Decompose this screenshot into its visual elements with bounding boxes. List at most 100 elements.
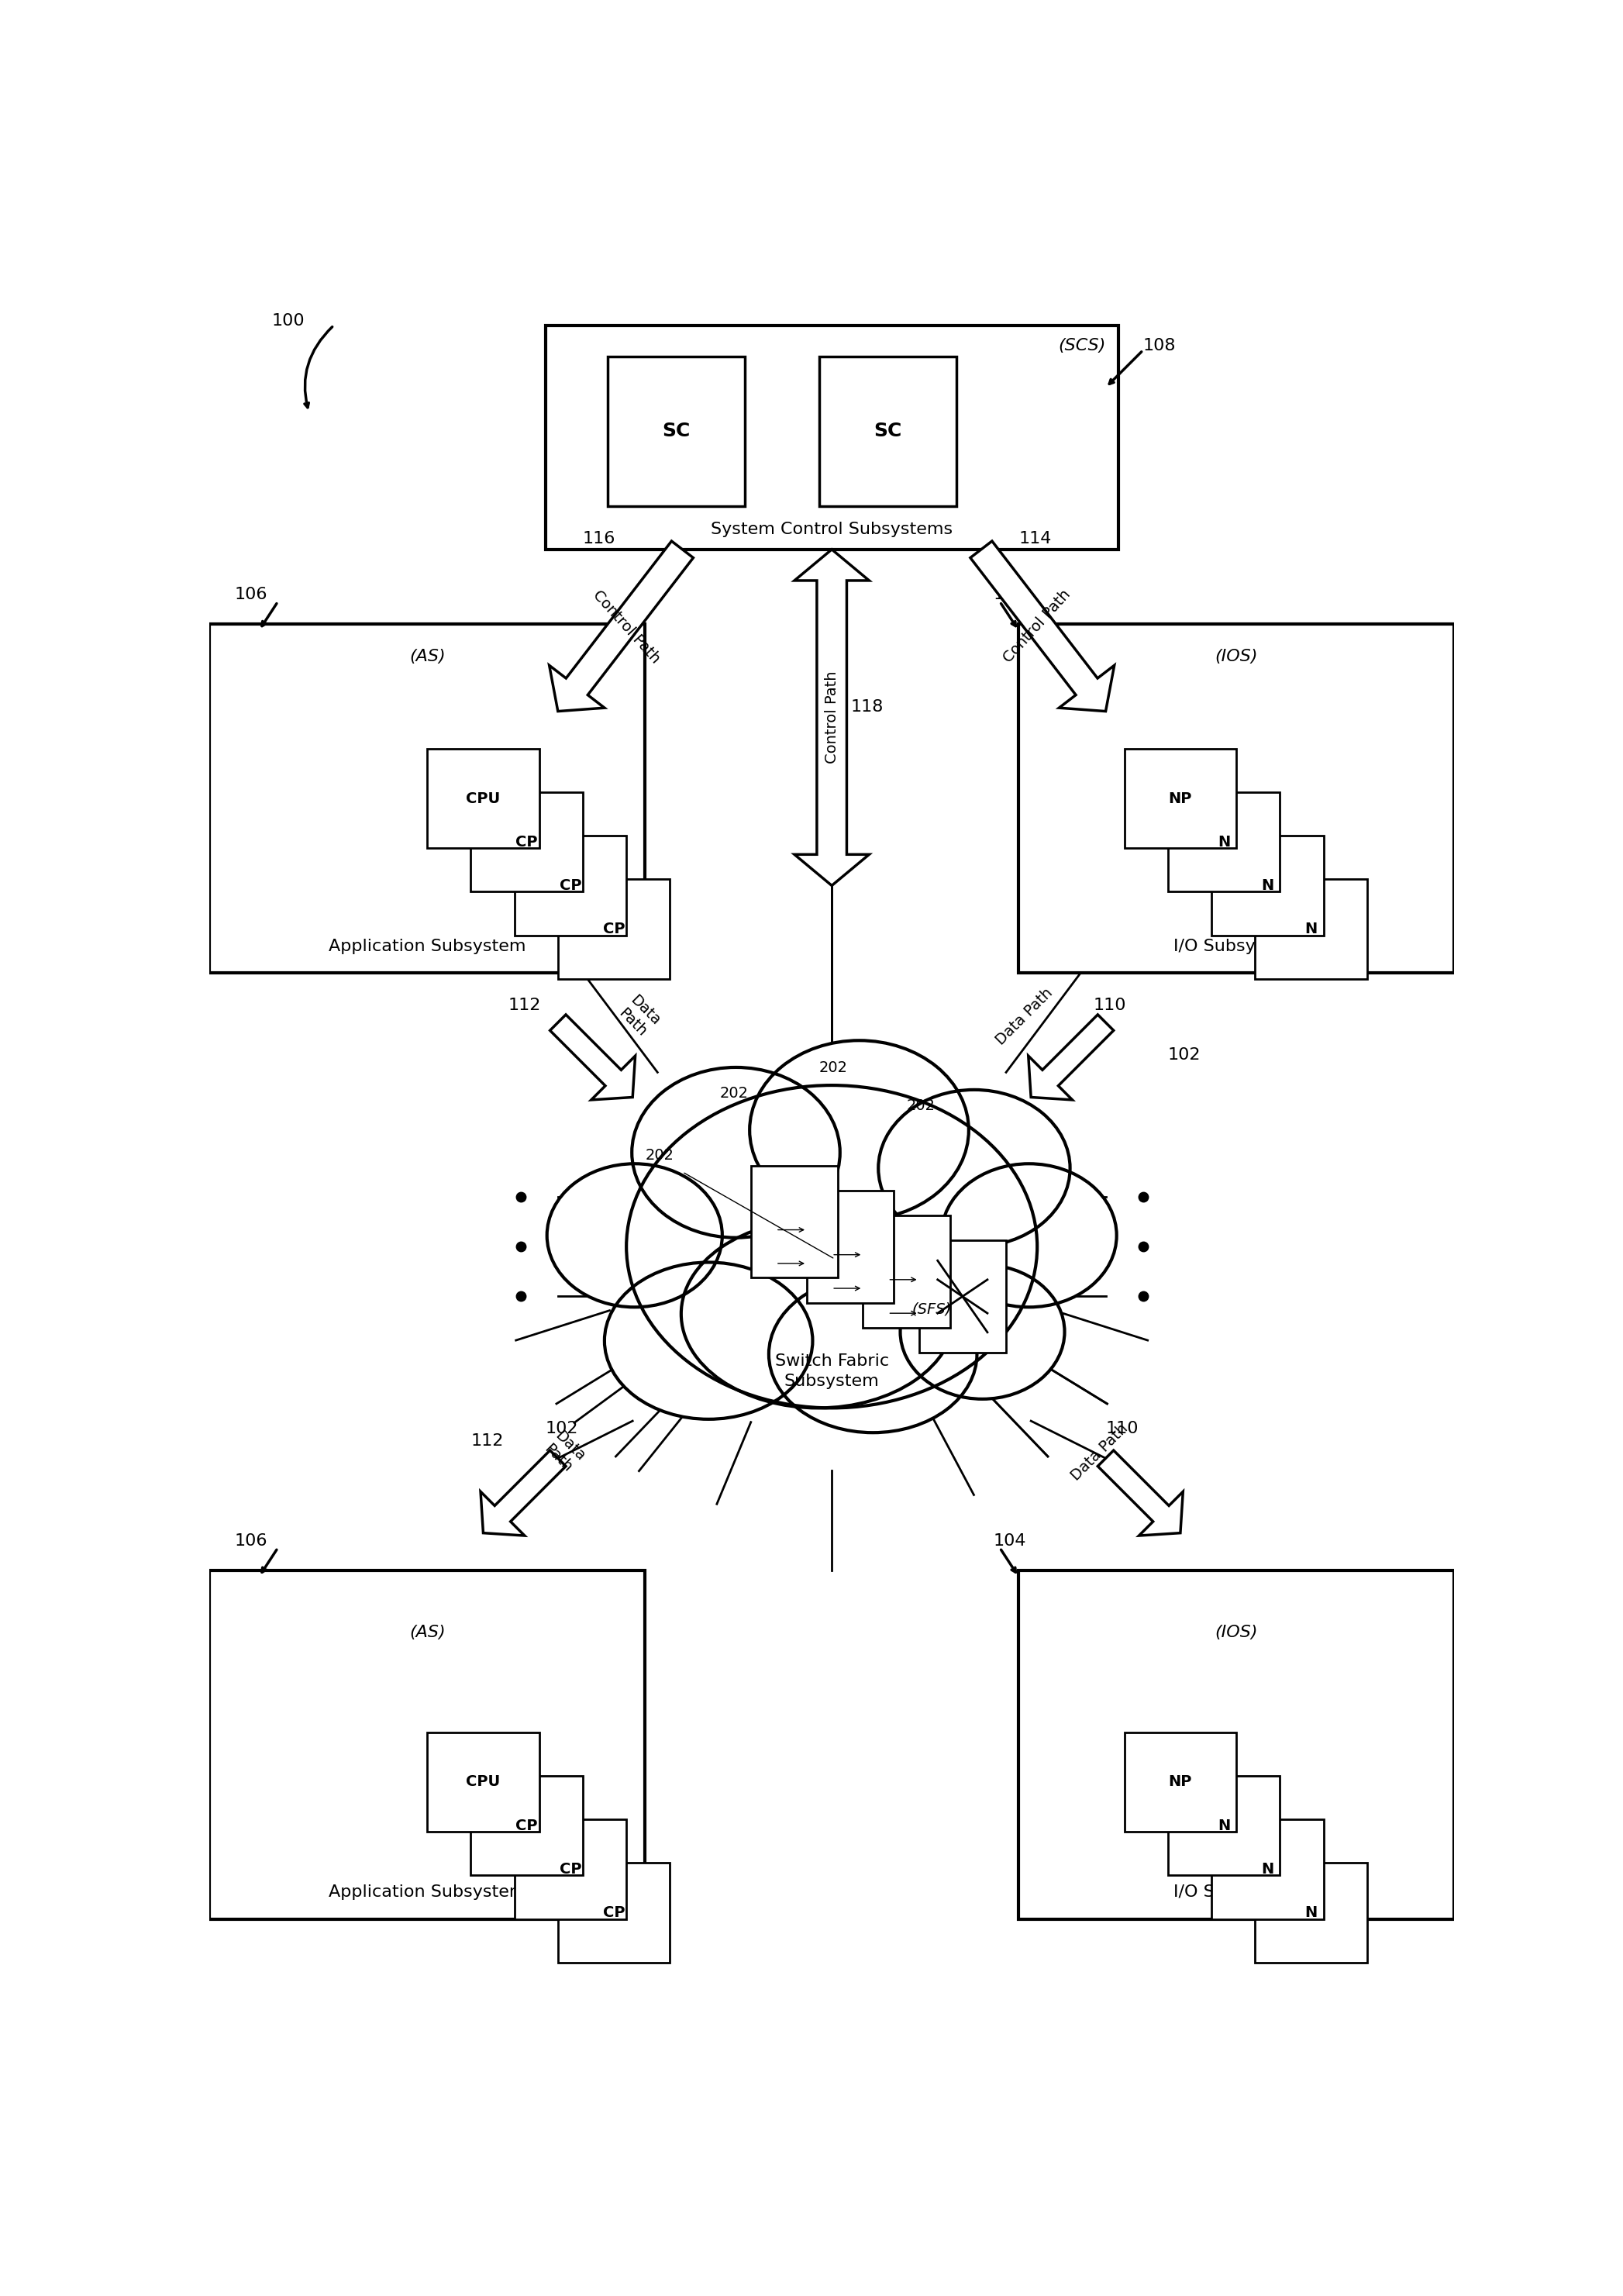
Text: 110: 110 — [1094, 999, 1126, 1013]
Bar — [558, 1862, 670, 1963]
Bar — [471, 1775, 583, 1876]
Bar — [607, 356, 745, 505]
Bar — [1169, 1775, 1281, 1876]
Polygon shape — [1029, 1015, 1113, 1100]
Ellipse shape — [626, 1086, 1037, 1407]
Text: Application Subsystem: Application Subsystem — [328, 939, 526, 955]
Text: SC: SC — [873, 422, 902, 441]
Bar — [427, 748, 539, 847]
Text: (SFS): (SFS) — [912, 1302, 951, 1316]
Bar — [514, 836, 626, 934]
Text: I/O Subsystem: I/O Subsystem — [1173, 1885, 1298, 1901]
Text: Control Path: Control Path — [589, 588, 662, 666]
Text: (IOS): (IOS) — [1216, 1626, 1258, 1639]
Bar — [558, 879, 670, 978]
Text: Data Path: Data Path — [993, 985, 1057, 1047]
Text: N: N — [1305, 1906, 1318, 1919]
Bar — [1255, 1862, 1367, 1963]
Text: (AS): (AS) — [409, 1626, 445, 1639]
Bar — [1019, 625, 1454, 974]
Text: N: N — [1217, 1818, 1230, 1832]
Text: 110: 110 — [1105, 1421, 1139, 1437]
Polygon shape — [971, 542, 1115, 712]
Text: CP: CP — [516, 836, 537, 850]
Text: Switch Fabric
Subsystem: Switch Fabric Subsystem — [774, 1352, 889, 1389]
Bar — [471, 792, 583, 891]
Text: 106: 106 — [234, 588, 268, 602]
Text: CP: CP — [602, 921, 625, 937]
Text: 106: 106 — [234, 1534, 268, 1548]
Polygon shape — [549, 542, 693, 712]
Text: 202: 202 — [719, 1086, 748, 1100]
Text: Application Subsystem: Application Subsystem — [328, 1885, 526, 1901]
Ellipse shape — [547, 1164, 722, 1306]
Text: 112: 112 — [471, 1433, 503, 1449]
Text: 102: 102 — [545, 1421, 578, 1437]
Text: 104: 104 — [993, 1534, 1027, 1548]
Text: CP: CP — [602, 1906, 625, 1919]
Ellipse shape — [941, 1164, 1117, 1306]
Bar — [863, 1215, 949, 1327]
Text: (AS): (AS) — [409, 650, 445, 664]
Text: System Control Subsystems: System Control Subsystems — [711, 521, 953, 537]
Text: 100: 100 — [271, 312, 305, 328]
Bar — [751, 1166, 837, 1279]
Bar — [820, 356, 956, 505]
Text: SC: SC — [662, 422, 690, 441]
Text: 202: 202 — [820, 1061, 847, 1075]
Text: CPU: CPU — [466, 1775, 500, 1789]
Text: NP: NP — [1169, 792, 1193, 806]
Text: 202: 202 — [644, 1148, 674, 1162]
Bar — [1125, 1731, 1237, 1832]
Ellipse shape — [682, 1219, 954, 1407]
Text: Control Path: Control Path — [1001, 588, 1074, 666]
Bar — [514, 1818, 626, 1919]
Bar — [1169, 792, 1281, 891]
Text: N: N — [1261, 877, 1274, 893]
Text: 112: 112 — [508, 999, 540, 1013]
Text: CP: CP — [516, 1818, 537, 1832]
Text: I/O Subsystem: I/O Subsystem — [1173, 939, 1298, 955]
Text: N: N — [1217, 836, 1230, 850]
Bar — [545, 326, 1118, 549]
Ellipse shape — [604, 1263, 813, 1419]
Text: 116: 116 — [583, 530, 615, 546]
Ellipse shape — [901, 1265, 1065, 1398]
Text: 104: 104 — [993, 588, 1027, 602]
Ellipse shape — [769, 1277, 977, 1433]
Ellipse shape — [878, 1091, 1070, 1247]
Text: (IOS): (IOS) — [1216, 650, 1258, 664]
Bar — [1019, 1570, 1454, 1919]
Bar — [1211, 836, 1323, 934]
Text: CP: CP — [560, 877, 581, 893]
Text: CPU: CPU — [466, 792, 500, 806]
Text: N: N — [1261, 1862, 1274, 1876]
Text: Data
Path: Data Path — [615, 992, 662, 1040]
Text: Control Path: Control Path — [824, 670, 839, 765]
Text: 108: 108 — [1143, 338, 1177, 354]
Bar — [209, 1570, 644, 1919]
Bar — [1211, 1818, 1323, 1919]
Text: Data
Path: Data Path — [540, 1428, 588, 1476]
Polygon shape — [794, 549, 870, 886]
Polygon shape — [1097, 1451, 1183, 1536]
Text: Data Path: Data Path — [1068, 1421, 1131, 1483]
Text: CP: CP — [560, 1862, 581, 1876]
Text: N: N — [1305, 921, 1318, 937]
Text: NP: NP — [1169, 1775, 1193, 1789]
Polygon shape — [550, 1015, 635, 1100]
Bar — [919, 1240, 1006, 1352]
Text: 114: 114 — [1019, 530, 1052, 546]
Bar — [1255, 879, 1367, 978]
Bar — [427, 1731, 539, 1832]
Text: (SCS): (SCS) — [1058, 338, 1105, 354]
Polygon shape — [480, 1451, 566, 1536]
Bar — [1125, 748, 1237, 847]
Ellipse shape — [631, 1068, 841, 1238]
Text: 102: 102 — [1169, 1047, 1201, 1063]
Text: 202: 202 — [907, 1097, 935, 1114]
Bar — [209, 625, 644, 974]
Ellipse shape — [750, 1040, 969, 1219]
Bar — [807, 1192, 894, 1302]
Text: 118: 118 — [850, 698, 883, 714]
